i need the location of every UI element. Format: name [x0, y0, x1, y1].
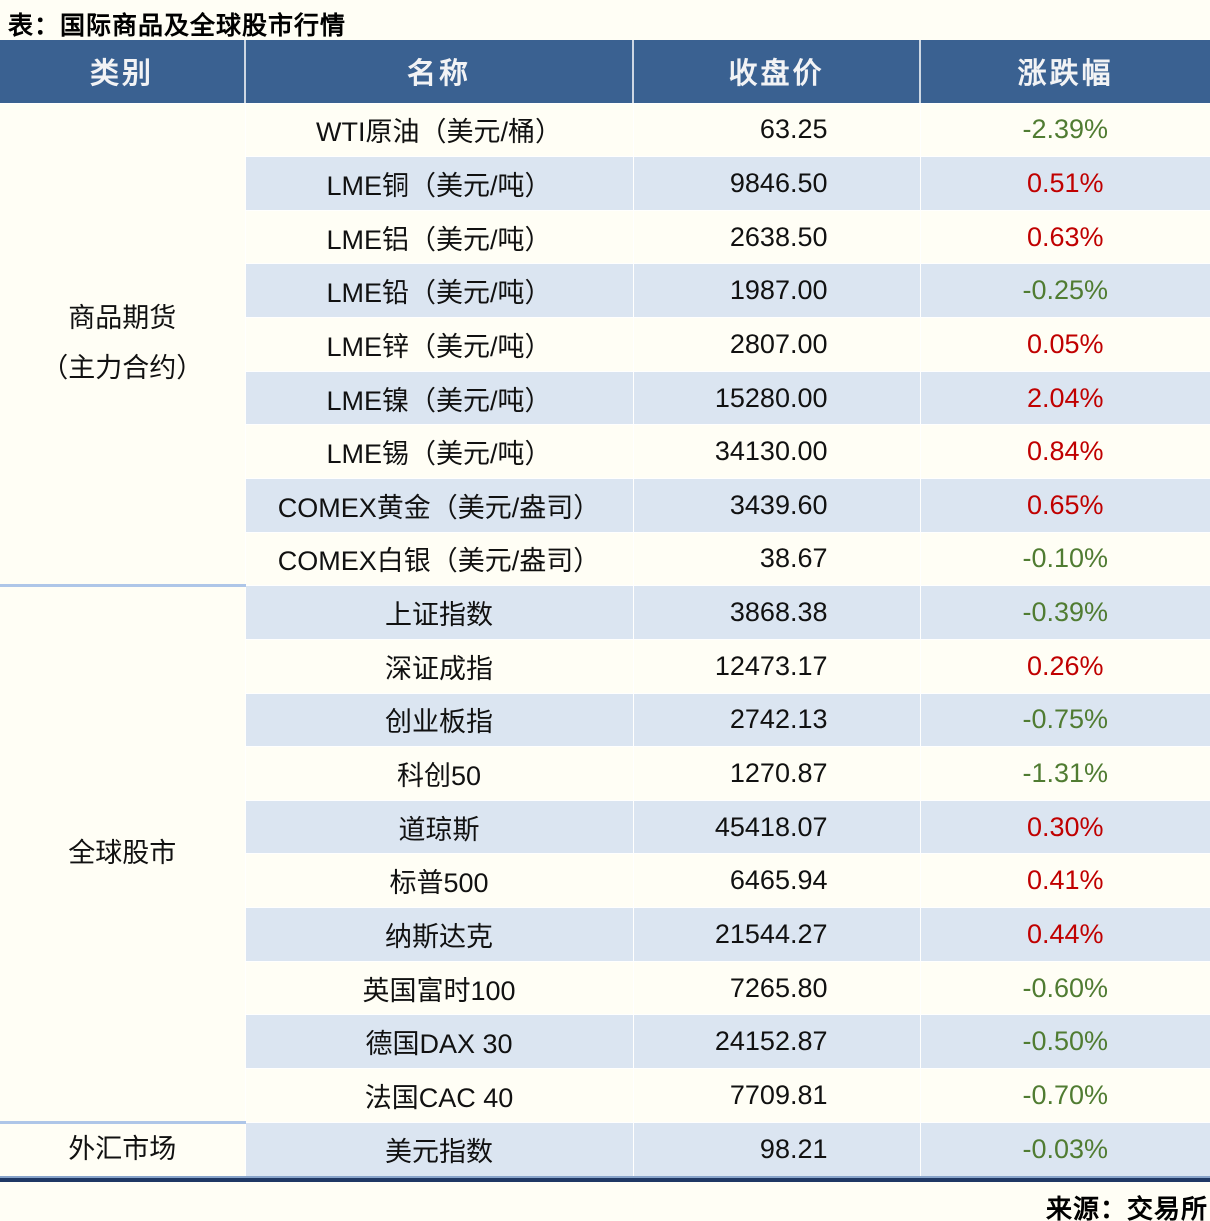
name-cell: 科创50	[245, 746, 634, 801]
name-cell: 深证成指	[245, 638, 634, 694]
name-cell: LME锡（美元/吨）	[245, 424, 634, 479]
category-cell: 商品期货 （主力合约）	[0, 102, 246, 586]
close-price-cell: 12473.17	[633, 638, 921, 694]
header-change: 涨跌幅	[920, 40, 1210, 103]
change-percent-cell: -2.39%	[920, 102, 1210, 157]
close-price-cell: 2807.00	[633, 317, 921, 372]
close-price-cell: 6465.94	[633, 853, 921, 908]
close-price-cell: 98.21	[633, 1121, 921, 1176]
close-price-cell: 7265.80	[633, 960, 921, 1015]
category-cell: 全球股市	[0, 584, 246, 1123]
category-label: 全球股市	[68, 838, 177, 868]
change-percent-cell: 0.30%	[920, 799, 1210, 854]
table-body: 商品期货 （主力合约） WTI原油（美元/桶） 63.25 -2.39% LME铜（美元/…	[0, 102, 1210, 1176]
name-cell: 标普500	[245, 853, 634, 908]
change-percent-cell: 2.04%	[920, 370, 1210, 425]
category-label: 商品期货	[68, 302, 177, 333]
change-percent-cell: -0.39%	[920, 585, 1210, 640]
table-row: 法国CAC 40 7709.81 -0.70%	[0, 1068, 1210, 1123]
bottom-border	[0, 1175, 1210, 1182]
category-label: （主力合约）	[41, 352, 204, 383]
close-price-cell: 1987.00	[633, 263, 921, 318]
change-percent-cell: 0.51%	[920, 156, 1210, 211]
table-row: 英国富时100 7265.80 -0.60%	[0, 960, 1210, 1015]
name-cell: LME铜（美元/吨）	[245, 156, 634, 211]
change-percent-cell: -0.75%	[920, 692, 1210, 747]
name-cell: 英国富时100	[245, 960, 634, 1015]
name-cell: 道琼斯	[245, 799, 634, 854]
name-cell: 法国CAC 40	[245, 1068, 634, 1123]
market-table: 类别 名称 收盘价 涨跌幅 商品期货 （主力合约） WTI原油（美元/桶） 63.25…	[0, 40, 1210, 1176]
category-label: 外汇市场	[68, 1133, 177, 1164]
name-cell: COMEX白银（美元/盎司）	[245, 531, 634, 586]
table-row: 外汇市场 美元指数 98.21 -0.03%	[0, 1120, 1210, 1176]
table-row: 深证成指 12473.17 0.26%	[0, 638, 1210, 694]
source-label: 来源：交易所	[1045, 1193, 1208, 1221]
change-percent-cell: 0.26%	[920, 638, 1210, 694]
table-header: 类别 名称 收盘价 涨跌幅	[0, 40, 1210, 103]
close-price-cell: 7709.81	[633, 1068, 921, 1123]
name-cell: 纳斯达克	[245, 907, 634, 962]
table-row: 道琼斯 45418.07 0.30%	[0, 799, 1210, 854]
table-row: LME铅（美元/吨） 1987.00 -0.25%	[0, 263, 1210, 318]
header-category: 类别	[0, 40, 246, 103]
table-row: 全球股市 上证指数 3868.38 -0.39%	[0, 584, 1210, 1123]
table-row: COMEX白银（美元/盎司） 38.67 -0.10%	[0, 531, 1210, 586]
table-row: LME镍（美元/吨） 15280.00 2.04%	[0, 370, 1210, 425]
change-percent-cell: 0.84%	[920, 424, 1210, 479]
change-percent-cell: -0.70%	[920, 1068, 1210, 1123]
close-price-cell: 2638.50	[633, 209, 921, 264]
close-price-cell: 34130.00	[633, 424, 921, 479]
close-price-cell: 45418.07	[633, 799, 921, 854]
change-percent-cell: 0.44%	[920, 907, 1210, 962]
category-cell: 外汇市场	[0, 1120, 246, 1176]
name-cell: 美元指数	[245, 1121, 634, 1176]
table-row: 商品期货 （主力合约） WTI原油（美元/桶） 63.25 -2.39%	[0, 102, 1210, 586]
change-percent-cell: 0.05%	[920, 317, 1210, 372]
table-row: LME铜（美元/吨） 9846.50 0.51%	[0, 156, 1210, 211]
change-percent-cell: -0.03%	[920, 1121, 1210, 1176]
header-row: 类别 名称 收盘价 涨跌幅	[0, 40, 1210, 103]
table-row: 创业板指 2742.13 -0.75%	[0, 692, 1210, 747]
name-cell: LME镍（美元/吨）	[245, 370, 634, 425]
close-price-cell: 3439.60	[633, 477, 921, 533]
name-cell: LME铝（美元/吨）	[245, 209, 634, 264]
name-cell: 创业板指	[245, 692, 634, 747]
change-percent-cell: 0.65%	[920, 477, 1210, 533]
close-price-cell: 9846.50	[633, 156, 921, 211]
table-row: 标普500 6465.94 0.41%	[0, 853, 1210, 908]
change-percent-cell: -1.31%	[920, 746, 1210, 801]
change-percent-cell: 0.63%	[920, 209, 1210, 264]
name-cell: COMEX黄金（美元/盎司）	[245, 477, 634, 533]
change-percent-cell: 0.41%	[920, 853, 1210, 908]
close-price-cell: 63.25	[633, 102, 921, 157]
table-row: LME铝（美元/吨） 2638.50 0.63%	[0, 209, 1210, 264]
name-cell: WTI原油（美元/桶）	[245, 102, 634, 157]
change-percent-cell: -0.60%	[920, 960, 1210, 1015]
name-cell: LME锌（美元/吨）	[245, 317, 634, 372]
close-price-cell: 21544.27	[633, 907, 921, 962]
change-percent-cell: -0.10%	[920, 531, 1210, 586]
close-price-cell: 15280.00	[633, 370, 921, 425]
table-row: COMEX黄金（美元/盎司） 3439.60 0.65%	[0, 477, 1210, 533]
close-price-cell: 2742.13	[633, 692, 921, 747]
close-price-cell: 1270.87	[633, 746, 921, 801]
name-cell: 德国DAX 30	[245, 1014, 634, 1069]
table-row: 德国DAX 30 24152.87 -0.50%	[0, 1014, 1210, 1069]
change-percent-cell: -0.25%	[920, 263, 1210, 318]
close-price-cell: 24152.87	[633, 1014, 921, 1069]
table-row: LME锡（美元/吨） 34130.00 0.84%	[0, 424, 1210, 479]
name-cell: LME铅（美元/吨）	[245, 263, 634, 318]
table-row: 纳斯达克 21544.27 0.44%	[0, 907, 1210, 962]
close-price-cell: 38.67	[633, 531, 921, 586]
close-price-cell: 3868.38	[633, 585, 921, 640]
table-title: 表：国际商品及全球股市行情	[8, 12, 347, 40]
header-name: 名称	[245, 40, 634, 103]
header-close: 收盘价	[633, 40, 921, 103]
table-row: 科创50 1270.87 -1.31%	[0, 746, 1210, 801]
name-cell: 上证指数	[245, 585, 634, 640]
change-percent-cell: -0.50%	[920, 1014, 1210, 1069]
table-row: LME锌（美元/吨） 2807.00 0.05%	[0, 317, 1210, 372]
